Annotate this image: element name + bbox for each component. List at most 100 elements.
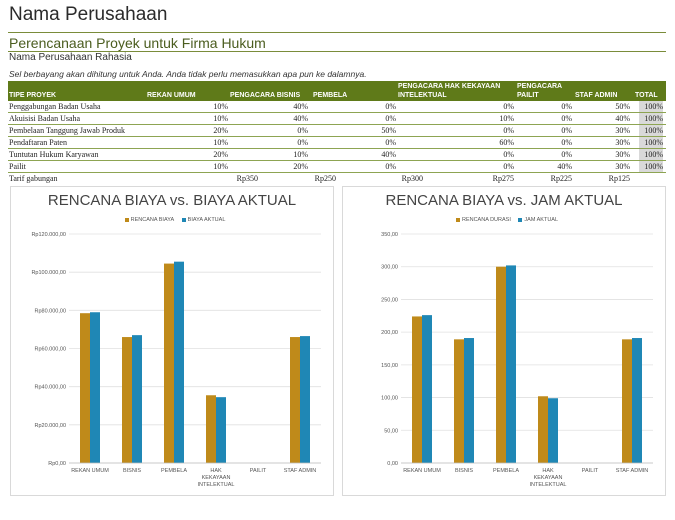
cell-admin[interactable]: 40%	[615, 114, 630, 123]
rate-pailit[interactable]: Rp225	[550, 174, 572, 183]
col-header-type[interactable]: TIPE PROYEK	[9, 92, 57, 99]
row-project-type[interactable]: Pailit	[9, 162, 26, 171]
cell-hki[interactable]: 0%	[503, 126, 514, 135]
subtitle-divider	[8, 51, 666, 52]
cell-pailit[interactable]: 0%	[561, 102, 572, 111]
cell-hki[interactable]: 10%	[499, 114, 514, 123]
cell-pailit[interactable]: 0%	[561, 138, 572, 147]
cell-pailit[interactable]: 0%	[561, 114, 572, 123]
y-tick-label: 200,00	[381, 330, 398, 336]
y-tick-label: 350,00	[381, 232, 398, 238]
bar-plan	[538, 396, 548, 463]
cell-pembela[interactable]: 50%	[381, 126, 396, 135]
cell-hki[interactable]: 0%	[503, 162, 514, 171]
chart-legend: RENCANA BIAYA BIAYA AKTUAL	[11, 217, 333, 223]
hours-chart[interactable]: RENCANA BIAYA vs. JAM AKTUAL RENCANA DUR…	[342, 186, 666, 496]
x-tick-label: PAILIT	[582, 468, 599, 474]
chart-legend: RENCANA DURASI JAM AKTUAL	[343, 217, 665, 223]
table-row[interactable]: Pailit 10% 20% 0% 0% 40% 30% 100%	[8, 161, 666, 173]
col-header-total[interactable]: TOTAL	[635, 92, 658, 99]
cell-rekan[interactable]: 20%	[213, 150, 228, 159]
y-tick-label: 150,00	[381, 363, 398, 369]
rate-pembela[interactable]: Rp300	[401, 174, 423, 183]
cell-admin[interactable]: 30%	[615, 162, 630, 171]
cell-pembela[interactable]: 0%	[385, 114, 396, 123]
y-tick-label: Rp100.000,00	[31, 270, 66, 276]
cell-rekan[interactable]: 10%	[213, 114, 228, 123]
cell-bisnis[interactable]: 0%	[297, 126, 308, 135]
bar-actual	[90, 312, 100, 463]
bar-plan	[80, 313, 90, 463]
col-header-hki-line2[interactable]: INTELEKTUAL	[398, 92, 447, 99]
table-row[interactable]: Pendaftaran Paten 10% 0% 0% 60% 0% 30% 1…	[8, 137, 666, 149]
bar-actual	[300, 336, 310, 463]
cost-chart[interactable]: RENCANA BIAYA vs. BIAYA AKTUAL RENCANA B…	[10, 186, 334, 496]
legend-label-plan: RENCANA BIAYA	[130, 217, 175, 223]
rate-bisnis[interactable]: Rp250	[314, 174, 336, 183]
row-project-type[interactable]: Akuisisi Badan Usaha	[9, 114, 81, 123]
row-project-type[interactable]: Penggabungan Badan Usaha	[9, 102, 101, 111]
cell-bisnis[interactable]: 40%	[293, 114, 308, 123]
cell-pembela[interactable]: 0%	[385, 138, 396, 147]
cell-rekan[interactable]: 20%	[213, 126, 228, 135]
col-header-pembela[interactable]: PEMBELA	[313, 92, 348, 99]
rate-rekan[interactable]: Rp350	[236, 174, 258, 183]
bar-plan	[164, 263, 174, 463]
table-row[interactable]: Akuisisi Badan Usaha 10% 40% 0% 10% 0% 4…	[8, 113, 666, 125]
cell-bisnis[interactable]: 10%	[293, 150, 308, 159]
chart-title: RENCANA BIAYA vs. JAM AKTUAL	[385, 192, 623, 209]
cell-bisnis[interactable]: 40%	[293, 102, 308, 111]
cell-admin[interactable]: 30%	[615, 150, 630, 159]
legend-swatch-plan	[124, 218, 129, 222]
cell-hki[interactable]: 0%	[503, 102, 514, 111]
legend-swatch-actual	[181, 218, 186, 222]
row-project-type[interactable]: Pembelaan Tanggung Jawab Produk	[9, 126, 125, 135]
row-project-type[interactable]: Tuntutan Hukum Karyawan	[9, 150, 99, 159]
x-tick-label: HAK	[210, 468, 222, 474]
cell-admin[interactable]: 30%	[615, 126, 630, 135]
cell-admin[interactable]: 30%	[615, 138, 630, 147]
cell-pailit[interactable]: 0%	[561, 150, 572, 159]
cell-bisnis[interactable]: 20%	[293, 162, 308, 171]
cell-bisnis[interactable]: 0%	[297, 138, 308, 147]
rate-row[interactable]: Tarif gabungan Rp350 Rp250 Rp300 Rp275 R…	[8, 173, 666, 184]
cell-pailit[interactable]: 0%	[561, 126, 572, 135]
col-header-pailit-line2[interactable]: PAILIT	[517, 92, 539, 99]
col-header-pailit-line1[interactable]: PENGACARA	[517, 83, 563, 90]
cell-admin[interactable]: 50%	[615, 102, 630, 111]
cell-rekan[interactable]: 10%	[213, 138, 228, 147]
x-tick-label: REKAN UMUM	[403, 468, 441, 474]
col-header-rekan[interactable]: REKAN UMUM	[147, 92, 196, 99]
col-header-hki-line1[interactable]: PENGACARA HAK KEKAYAAN	[398, 83, 501, 90]
table-row[interactable]: Penggabungan Badan Usaha 10% 40% 0% 0% 0…	[8, 101, 666, 113]
x-tick-label: INTELEKTUAL	[530, 482, 567, 488]
legend-label-actual: JAM AKTUAL	[524, 217, 559, 223]
row-project-type[interactable]: Pendaftaran Paten	[9, 138, 67, 147]
rate-hki[interactable]: Rp275	[492, 174, 514, 183]
cell-pembela[interactable]: 0%	[385, 102, 396, 111]
bar-plan	[122, 337, 132, 463]
cell-rekan[interactable]: 10%	[213, 102, 228, 111]
bar-plan	[496, 266, 506, 463]
cell-pailit[interactable]: 40%	[557, 162, 572, 171]
bar-actual	[548, 398, 558, 463]
bar-actual	[464, 338, 474, 463]
table-row[interactable]: Tuntutan Hukum Karyawan 20% 10% 40% 0% 0…	[8, 149, 666, 161]
cell-rekan[interactable]: 10%	[213, 162, 228, 171]
x-tick-label: KEKAYAAN	[202, 475, 231, 481]
col-header-admin[interactable]: STAF ADMIN	[575, 92, 618, 99]
rate-admin[interactable]: Rp125	[608, 174, 630, 183]
x-tick-label: STAF ADMIN	[284, 468, 317, 474]
cell-pembela[interactable]: 0%	[385, 162, 396, 171]
table-row[interactable]: Pembelaan Tanggung Jawab Produk 20% 0% 5…	[8, 125, 666, 137]
col-header-bisnis[interactable]: PENGACARA BISNIS	[230, 92, 301, 99]
x-tick-label: PEMBELA	[493, 468, 519, 474]
cell-hki[interactable]: 60%	[499, 138, 514, 147]
chart-title: RENCANA BIAYA vs. BIAYA AKTUAL	[47, 192, 297, 209]
cell-pembela[interactable]: 40%	[381, 150, 396, 159]
bar-plan	[206, 395, 216, 463]
legend-label-plan: RENCANA DURASI	[461, 217, 511, 223]
rate-label: Tarif gabungan	[9, 174, 58, 183]
cell-hki[interactable]: 0%	[503, 150, 514, 159]
x-tick-label: HAK	[542, 468, 554, 474]
